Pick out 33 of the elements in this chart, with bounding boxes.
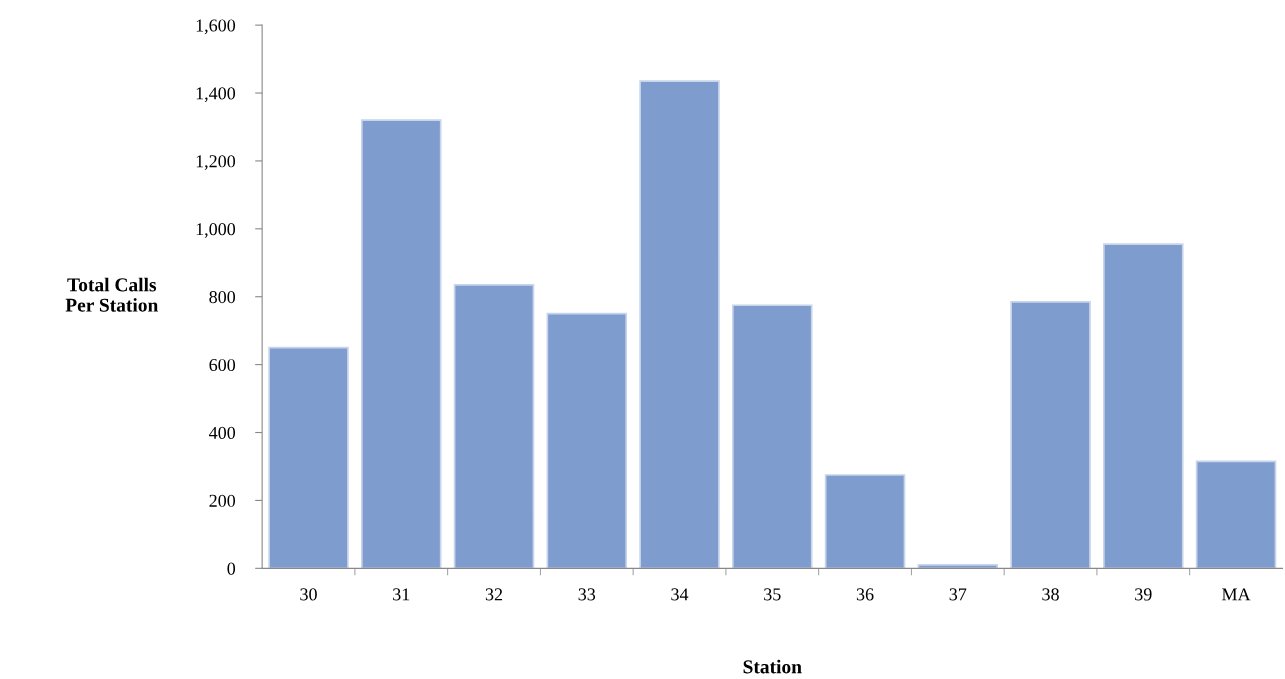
bar xyxy=(453,284,535,569)
x-tick-label: 35 xyxy=(764,588,781,601)
x-tick-label: 38 xyxy=(1042,588,1059,601)
x-tick-label: 33 xyxy=(578,588,596,601)
x-tick-label: 30 xyxy=(300,588,317,601)
x-tick-label: 32 xyxy=(485,588,503,601)
y-tick-label: 1,400 xyxy=(196,87,236,103)
bar xyxy=(917,564,999,569)
bar xyxy=(1195,460,1277,569)
x-tick-label: 39 xyxy=(1135,588,1152,601)
bar xyxy=(1103,243,1184,569)
x-tick-label: MA xyxy=(1222,588,1251,601)
y-tick-label: 1,000 xyxy=(196,223,236,238)
bar xyxy=(1010,300,1091,569)
y-tick-label: 1,200 xyxy=(196,155,236,170)
bar xyxy=(361,119,442,569)
bar xyxy=(732,304,813,569)
y-tick-label: 200 xyxy=(209,494,236,507)
bar xyxy=(268,346,349,569)
bar xyxy=(546,312,628,569)
y-tick-label: 1,600 xyxy=(196,19,236,35)
x-tick-label: 37 xyxy=(949,588,967,601)
y-tick-label: 400 xyxy=(209,426,236,439)
x-tick-label: 31 xyxy=(393,588,410,601)
bar xyxy=(824,474,906,569)
y-axis-title: Total Calls Per Station xyxy=(65,277,159,312)
x-tick-label: 34 xyxy=(671,588,689,601)
y-tick-label: 800 xyxy=(209,290,236,304)
x-axis-title: Station xyxy=(743,659,802,674)
bar xyxy=(639,80,720,569)
x-tick-label: 36 xyxy=(856,588,874,601)
y-tick-label: 600 xyxy=(209,358,236,372)
y-tick-label: 0 xyxy=(227,562,236,575)
